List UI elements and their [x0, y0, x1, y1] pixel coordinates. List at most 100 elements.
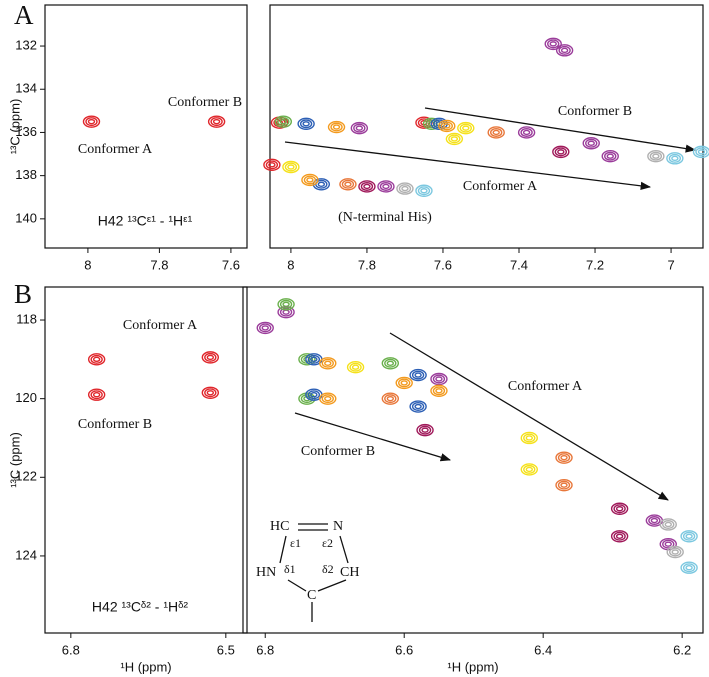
annotation: Conformer A	[463, 179, 538, 194]
contour-ring	[680, 561, 698, 574]
contour-ring	[662, 519, 675, 529]
contour-ring	[517, 126, 536, 139]
y-tick-label: 122	[15, 469, 37, 484]
contour-ring	[648, 516, 661, 526]
contour-ring	[445, 132, 464, 146]
contour-ring	[601, 149, 619, 163]
contour-ring	[668, 153, 682, 163]
contour-ring	[555, 451, 573, 464]
peak	[87, 388, 106, 401]
panel-caption: H42 ¹³Cᵟ² - ¹Hᵟ²	[92, 599, 188, 615]
contour-ring	[606, 153, 614, 159]
peak	[87, 353, 106, 366]
contour-ring	[664, 521, 672, 528]
contour-ring	[87, 388, 106, 401]
contour-ring	[558, 45, 571, 55]
contour-ring	[330, 122, 343, 132]
panel-caption: H42 ¹³Cᵋ¹ - ¹Hᵋ¹	[98, 213, 193, 229]
contour-ring	[547, 39, 560, 49]
peak	[445, 132, 464, 146]
peak	[520, 431, 538, 445]
series	[82, 115, 226, 128]
x-tick-label: 8	[287, 257, 294, 272]
y-tick-label: 136	[15, 124, 37, 139]
contour-ring	[650, 517, 659, 524]
contour-ring	[265, 160, 279, 170]
series	[346, 361, 538, 476]
peak	[82, 115, 101, 128]
peak	[282, 160, 300, 174]
contour-ring	[298, 353, 316, 366]
contour-ring	[520, 463, 538, 476]
contour-ring	[649, 151, 663, 161]
x-tick-label: 6.8	[62, 642, 80, 657]
peak	[377, 180, 395, 193]
peak	[692, 145, 709, 159]
y-tick-label: 132	[15, 37, 37, 52]
contour-ring	[332, 124, 341, 130]
y-tick-label: 140	[15, 210, 37, 225]
contour-ring	[386, 360, 395, 366]
contour-ring	[697, 149, 706, 155]
contour-ring	[525, 435, 533, 441]
contour-ring	[302, 121, 310, 127]
contour-ring	[613, 504, 626, 514]
arrow	[284, 141, 652, 190]
peak	[555, 478, 573, 492]
contour-ring	[284, 162, 298, 172]
contour-ring	[310, 356, 318, 363]
contour-ring	[666, 152, 684, 165]
contour-ring	[207, 115, 226, 128]
peak	[350, 121, 369, 135]
contour-ring	[587, 140, 595, 146]
series	[416, 423, 629, 543]
contour-ring	[310, 392, 318, 398]
series	[659, 518, 684, 559]
peak	[409, 400, 427, 413]
peak	[666, 152, 684, 165]
contour-ring	[685, 533, 693, 539]
series	[680, 530, 698, 574]
contour-ring	[87, 353, 106, 366]
peak	[666, 545, 684, 559]
contour-ring	[555, 478, 573, 492]
contour-ring	[430, 372, 448, 386]
contour-ring	[552, 145, 570, 159]
annotation: Conformer B	[558, 104, 632, 119]
contour-ring	[282, 301, 290, 307]
contour-ring	[411, 402, 425, 412]
peak	[327, 120, 346, 134]
contour-ring	[430, 384, 448, 397]
series	[381, 392, 573, 492]
contour-ring	[256, 321, 274, 335]
peak	[319, 357, 337, 370]
x-tick-label: 6.6	[395, 642, 413, 657]
contour-ring	[319, 392, 337, 405]
series	[415, 145, 709, 197]
contour-ring	[557, 480, 571, 490]
plot-frame	[44, 286, 248, 634]
contour-ring	[557, 453, 571, 463]
peak	[381, 392, 400, 405]
x-tick-label: 7	[667, 257, 674, 272]
contour-ring	[659, 518, 677, 531]
peak	[544, 37, 562, 51]
series	[396, 149, 665, 195]
contour-ring	[411, 370, 425, 380]
contour-ring	[662, 539, 675, 549]
contour-ring	[350, 121, 369, 135]
series	[87, 351, 220, 401]
atom-label: HN	[256, 565, 276, 580]
contour-ring	[360, 181, 374, 191]
atom-label: ε2	[322, 536, 333, 550]
peak	[552, 145, 570, 159]
x-tick-label: 6.5	[217, 642, 235, 657]
contour-ring	[277, 117, 290, 127]
contour-ring	[321, 358, 334, 368]
annotation: Conformer A	[78, 142, 153, 157]
contour-ring	[615, 533, 624, 539]
y-axis-label: ¹³C (ppm)	[7, 432, 22, 488]
contour-ring	[560, 482, 568, 488]
peak	[457, 121, 475, 135]
atom-label: ε1	[290, 536, 301, 550]
